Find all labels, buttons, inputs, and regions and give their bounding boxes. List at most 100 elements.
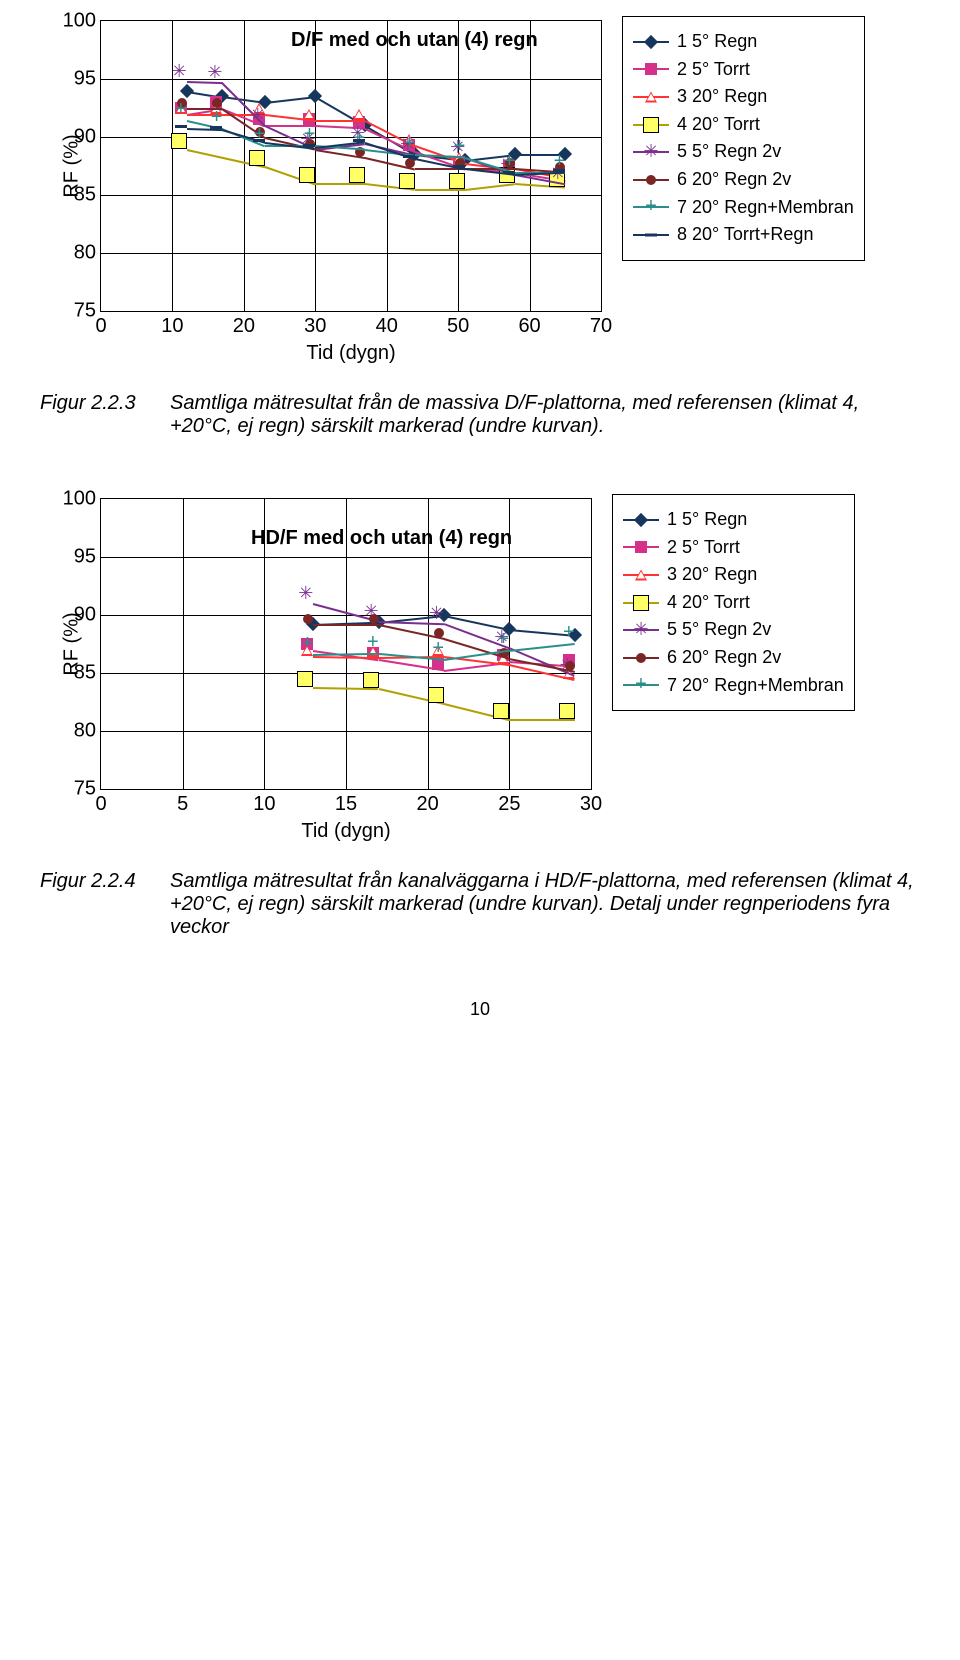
series-line: [509, 643, 575, 652]
y-tick-label: 100: [51, 10, 96, 33]
legend-swatch: [623, 539, 659, 555]
series-marker: +: [569, 633, 581, 653]
series-marker: ✳: [215, 73, 230, 91]
chart2-xlabel: Tid (dygn): [301, 820, 390, 843]
caption1-num: Figur 2.2.3: [40, 392, 170, 438]
legend-swatch: [633, 89, 669, 105]
series-marker: [410, 163, 420, 173]
series-line: [265, 96, 315, 104]
y-tick-label: 80: [51, 242, 96, 265]
legend-swatch: [623, 512, 659, 528]
x-tick-label: 60: [518, 315, 540, 338]
legend-item: 8 20° Torrt+Regn: [633, 224, 854, 246]
y-tick-label: 75: [51, 778, 96, 801]
page-number: 10: [40, 999, 920, 1020]
chart2-plot: 7580859095100051015202530HD/F med och ut…: [100, 498, 592, 790]
legend-label: 3 20° Regn: [677, 86, 767, 108]
x-tick-label: 10: [253, 793, 275, 816]
series-marker: [459, 167, 471, 170]
series-line: [313, 624, 378, 626]
series-marker: [307, 175, 323, 191]
series-marker: [308, 619, 318, 629]
chart2-legend: 1 5° Regn 2 5° Torrt 3 20° Regn 4 20° Torrt…: [612, 494, 855, 711]
series-marker: +: [503, 640, 515, 660]
series-marker: [305, 679, 321, 695]
chart-row-1: RF (%) 7580859095100010203040506070D/F m…: [40, 20, 920, 312]
legend-label: 6 20° Regn 2v: [677, 169, 791, 191]
legend-swatch: [623, 650, 659, 666]
legend-swatch: [633, 61, 669, 77]
x-tick-label: 30: [580, 793, 602, 816]
legend-item: 4 20° Torrt: [623, 592, 844, 614]
legend-label: 3 20° Regn: [667, 564, 757, 586]
series-marker: [181, 126, 193, 129]
series-marker: [310, 91, 320, 101]
legend-label: 2 5° Torrt: [677, 59, 750, 81]
series-marker: +: [438, 649, 450, 669]
series-marker: [259, 140, 271, 143]
caption2-text: Samtliga mätresultat från kanalväggarna …: [170, 870, 920, 939]
legend-item: 6 20° Regn 2v: [633, 169, 854, 191]
y-tick-label: 100: [51, 488, 96, 511]
legend-label: 1 5° Regn: [667, 509, 747, 531]
caption-1: Figur 2.2.3 Samtliga mätresultat från de…: [40, 392, 920, 438]
x-tick-label: 15: [335, 793, 357, 816]
legend-item: 3 20° Regn: [633, 86, 854, 108]
series-marker: [509, 173, 521, 176]
series-marker: +: [459, 147, 471, 167]
x-tick-label: 50: [447, 315, 469, 338]
chart1-xlabel: Tid (dygn): [306, 342, 395, 365]
series-marker: ✳: [306, 594, 321, 612]
legend-item: ✳5 5° Regn 2v: [633, 141, 854, 163]
legend-swatch: [623, 567, 659, 583]
legend-label: 6 20° Regn 2v: [667, 647, 781, 669]
x-tick-label: 0: [95, 793, 106, 816]
series-marker: [409, 156, 421, 159]
y-tick-label: 85: [51, 662, 96, 685]
legend-swatch: [633, 117, 669, 133]
legend-label: 8 20° Torrt+Regn: [677, 224, 813, 246]
series-marker: [407, 181, 423, 197]
x-tick-label: 10: [161, 315, 183, 338]
legend-swatch: +: [623, 677, 659, 693]
legend-label: 7 20° Regn+Membran: [667, 675, 844, 697]
legend-item: +7 20° Regn+Membran: [623, 675, 844, 697]
series-marker: +: [307, 644, 319, 664]
series-marker: [357, 175, 373, 191]
legend-item: 4 20° Torrt: [633, 114, 854, 136]
y-tick-label: 95: [51, 546, 96, 569]
legend-label: 5 5° Regn 2v: [667, 619, 771, 641]
y-tick-label: 90: [51, 604, 96, 627]
series-marker: [559, 170, 571, 173]
series-line: [509, 719, 574, 721]
chart1-area: RF (%) 7580859095100010203040506070D/F m…: [100, 20, 602, 312]
legend-swatch: +: [633, 199, 669, 215]
series-marker: [374, 619, 384, 629]
legend-item: 3 20° Regn: [623, 564, 844, 586]
legend-swatch: [633, 34, 669, 50]
x-tick-label: 0: [95, 315, 106, 338]
legend-swatch: ✳: [633, 144, 669, 160]
x-tick-label: 40: [376, 315, 398, 338]
series-marker: [371, 680, 387, 696]
caption-2: Figur 2.2.4 Samtliga mätresultat från ka…: [40, 870, 920, 939]
series-marker: [309, 146, 321, 149]
legend-label: 2 5° Torrt: [667, 537, 740, 559]
series-marker: [359, 140, 371, 143]
y-tick-label: 80: [51, 720, 96, 743]
chart1-legend: 1 5° Regn 2 5° Torrt 3 20° Regn 4 20° Torrt…: [622, 16, 865, 261]
legend-swatch: [633, 227, 669, 243]
legend-item: 2 5° Torrt: [633, 59, 854, 81]
legend-item: 6 20° Regn 2v: [623, 647, 844, 669]
caption1-text: Samtliga mätresultat från de massiva D/F…: [170, 392, 920, 438]
legend-item: ✳5 5° Regn 2v: [623, 619, 844, 641]
legend-label: 7 20° Regn+Membran: [677, 197, 854, 219]
x-tick-label: 20: [417, 793, 439, 816]
x-tick-label: 30: [304, 315, 326, 338]
series-marker: [567, 711, 583, 727]
legend-item: 1 5° Regn: [633, 31, 854, 53]
series-marker: [501, 711, 517, 727]
chart2-title: HD/F med och utan (4) regn: [251, 527, 512, 550]
series-marker: [257, 158, 273, 174]
legend-item: +7 20° Regn+Membran: [633, 197, 854, 219]
